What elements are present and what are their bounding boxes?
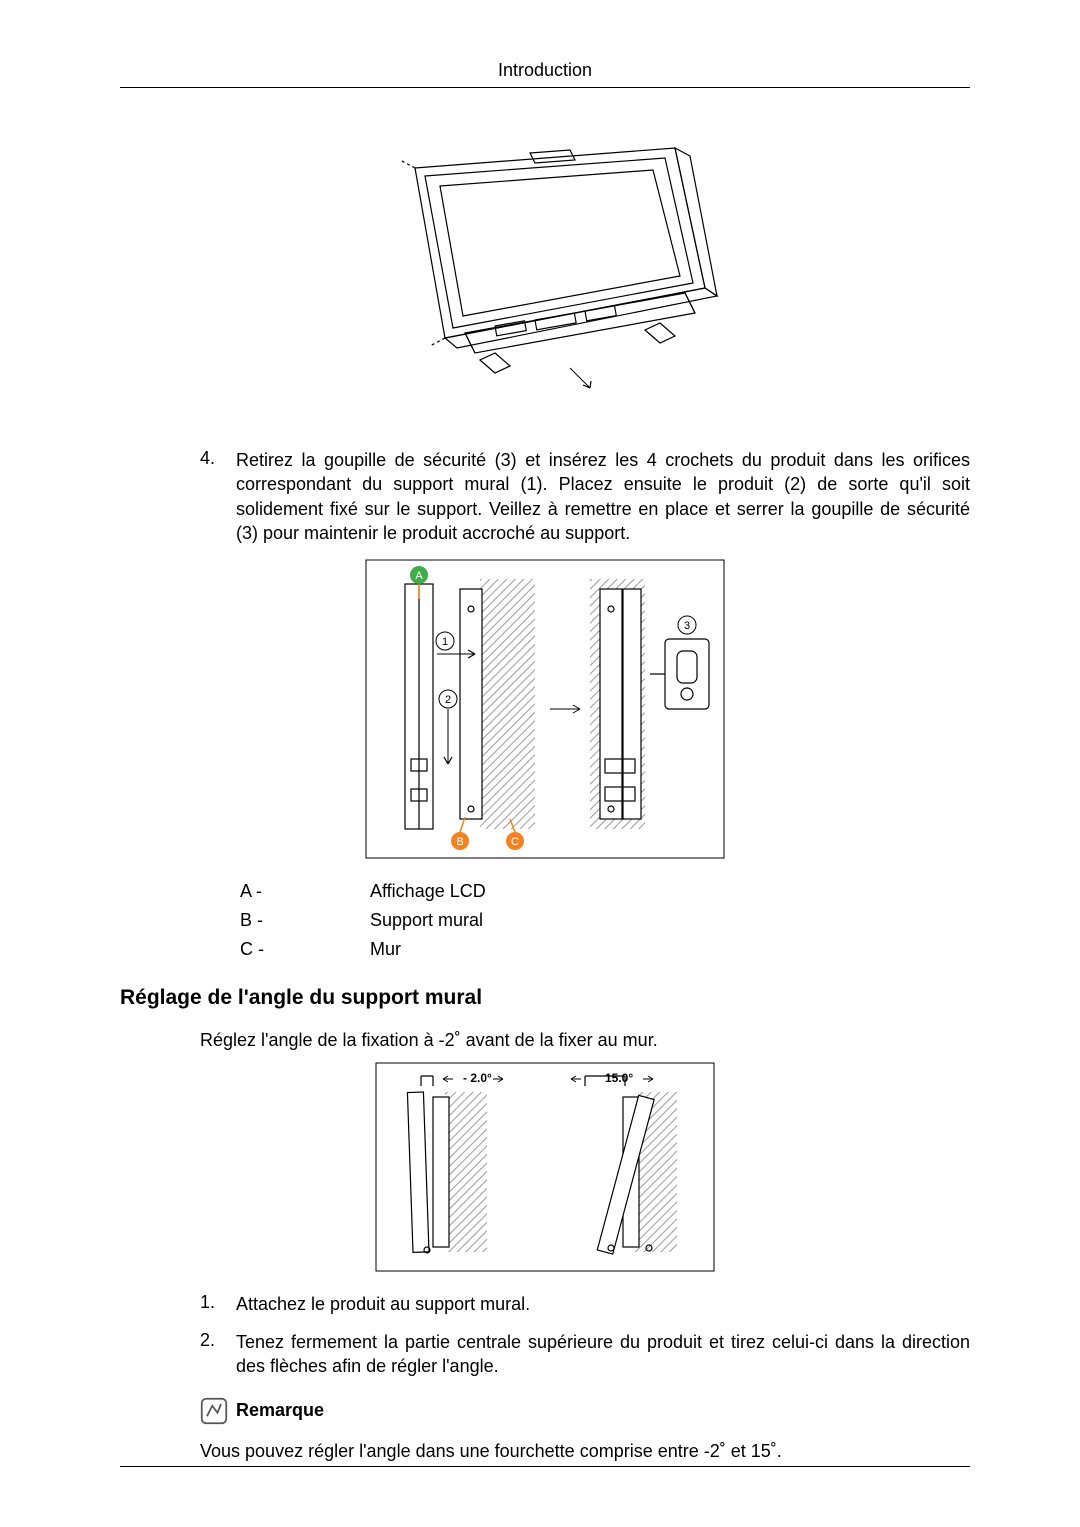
svg-text:1: 1 (442, 636, 448, 648)
legend-row: B - Support mural (240, 906, 970, 935)
section-heading: Réglage de l'angle du support mural (120, 986, 970, 1010)
badge-b: B (451, 817, 469, 850)
step-1: 1. Attachez le produit au support mural. (200, 1292, 970, 1316)
note-text: Vous pouvez régler l'angle dans une four… (200, 1439, 970, 1463)
svg-text:B: B (456, 836, 463, 848)
legend-row: A - Affichage LCD (240, 877, 970, 906)
page-header-title: Introduction (120, 60, 970, 81)
figure-iso-mount (345, 138, 745, 418)
figure-angle: - 2.0° 15.0° (375, 1062, 715, 1272)
legend-value: Mur (370, 935, 401, 964)
step-4-text: Retirez la goupille de sécurité (3) et i… (236, 448, 970, 545)
step-2: 2. Tenez fermement la partie centrale su… (200, 1330, 970, 1379)
note-label: Remarque (236, 1400, 324, 1421)
svg-text:C: C (511, 836, 519, 848)
footer-rule (120, 1466, 970, 1467)
legend-key: B - (240, 906, 370, 935)
note-icon (200, 1397, 228, 1425)
svg-text:2: 2 (445, 694, 451, 706)
legend-key: A - (240, 877, 370, 906)
callout-1: 1 (436, 632, 454, 650)
figure-front-mount: 1 2 A B C (365, 559, 725, 859)
legend: A - Affichage LCD B - Support mural C - … (240, 877, 970, 963)
angle-left-label: - 2.0° (463, 1071, 492, 1085)
svg-text:A: A (415, 570, 423, 582)
angle-intro: Réglez l'angle de la fixation à -2˚ avan… (200, 1028, 970, 1052)
step-4: 4. Retirez la goupille de sécurité (3) e… (200, 448, 970, 545)
step-4-number: 4. (200, 448, 236, 545)
callout-2: 2 (439, 690, 457, 708)
angle-right-label: 15.0° (605, 1071, 633, 1085)
step-2-text: Tenez fermement la partie centrale supér… (236, 1330, 970, 1379)
legend-key: C - (240, 935, 370, 964)
callout-3: 3 (678, 616, 696, 634)
step-1-number: 1. (200, 1292, 236, 1316)
step-1-text: Attachez le produit au support mural. (236, 1292, 970, 1316)
legend-row: C - Mur (240, 935, 970, 964)
svg-text:3: 3 (684, 620, 690, 632)
step-2-number: 2. (200, 1330, 236, 1379)
note-block: Remarque (200, 1397, 970, 1425)
legend-value: Affichage LCD (370, 877, 486, 906)
legend-value: Support mural (370, 906, 483, 935)
